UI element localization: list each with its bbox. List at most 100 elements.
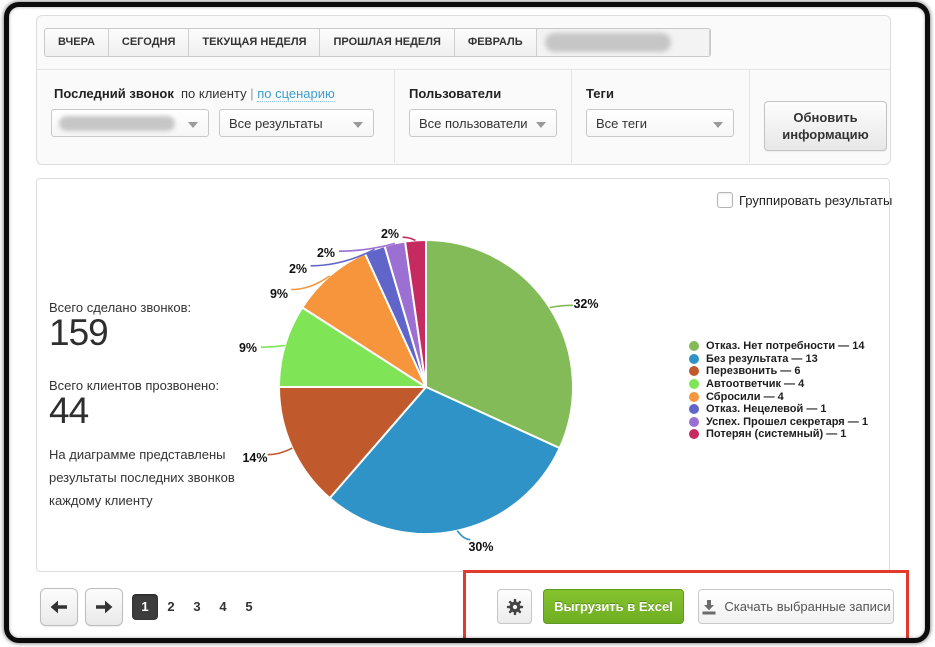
legend-label: Без результата — 13 [706, 352, 818, 365]
refresh-info-button[interactable]: Обновить информацию [764, 101, 887, 151]
pie-percent-label: 2% [289, 262, 307, 276]
chevron-down-icon [713, 122, 723, 128]
pie-label-leader-line [291, 275, 331, 291]
tab-1[interactable]: ВЧЕРА [45, 29, 109, 56]
users-select[interactable]: Все пользователи [409, 109, 557, 137]
legend-item-7: Успех. Прошел секретаря — 1 [689, 416, 868, 429]
pie-percent-label: 32% [573, 297, 598, 311]
tags-select-value: Все теги [596, 116, 648, 131]
chevron-down-icon [536, 122, 546, 128]
legend-dot-icon [689, 429, 699, 440]
chart-legend: Отказ. Нет потребности — 14 Без результат… [689, 340, 868, 441]
filters-container: ВЧЕРА СЕГОДНЯ ТЕКУЩАЯ НЕДЕЛЯ ПРОШЛАЯ НЕДЕЛЯ… [36, 15, 891, 165]
tags-select[interactable]: Все теги [586, 109, 734, 137]
legend-dot-icon [689, 404, 699, 415]
tab-5[interactable]: ФЕВРАЛЬ [454, 29, 537, 56]
results-select-value: Все результаты [229, 116, 323, 131]
mode-separator: | [250, 86, 254, 101]
legend-label: Успех. Прошел секретаря — 1 [706, 415, 868, 428]
pie-label-leader-line [456, 530, 471, 541]
divider [37, 69, 890, 70]
legend-label: Потерян (системный) — 1 [706, 428, 847, 441]
export-excel-button[interactable]: Выгрузить в Excel [543, 589, 684, 624]
tab-redacted[interactable] [536, 29, 710, 56]
pie-percent-label: 14% [242, 451, 267, 465]
total-calls-value: 159 [49, 312, 109, 353]
page-5[interactable]: 5 [245, 599, 253, 614]
tabs-bar: ВЧЕРА СЕГОДНЯ ТЕКУЩАЯ НЕДЕЛЯ ПРОШЛАЯ НЕДЕЛЯ… [44, 28, 711, 57]
pie-label-leader-line [338, 242, 396, 252]
users-select-value: Все пользователи [419, 116, 528, 131]
tab-3[interactable]: ТЕКУЩАЯ НЕДЕЛЯ [189, 29, 321, 56]
pie-percent-label: 2% [381, 227, 399, 241]
results-select[interactable]: Все результаты [219, 109, 374, 137]
page-2[interactable]: 2 [167, 599, 175, 614]
chevron-down-icon [188, 122, 198, 128]
tags-title: Теги [586, 86, 614, 101]
mode-by-scenario-link[interactable]: по сценарию [257, 86, 335, 102]
users-title: Пользователи [409, 86, 502, 101]
legend-label: Перезвонить — 6 [706, 365, 801, 378]
legend-dot-icon [689, 416, 699, 427]
divider [394, 70, 395, 163]
total-clients-value: 44 [49, 390, 89, 431]
legend-item-1: Отказ. Нет потребности — 14 [689, 340, 868, 353]
pie-percent-label: 30% [468, 540, 493, 554]
prev-page-button[interactable] [40, 588, 78, 626]
pie-label-leader-line [260, 344, 286, 348]
divider [571, 70, 572, 163]
checkbox-icon[interactable] [717, 192, 733, 208]
mode-by-client[interactable]: по клиенту [181, 86, 247, 101]
pie-percent-label: 9% [239, 341, 257, 355]
legend-item-5: Сбросили — 4 [689, 390, 868, 403]
settings-button[interactable] [497, 589, 532, 624]
next-page-button[interactable] [85, 588, 123, 626]
pie-percent-label: 2% [317, 246, 335, 260]
pie-label-leader-line [549, 304, 574, 309]
last-call-mode: по клиенту | по сценарию [181, 86, 335, 102]
legend-item-3: Перезвонить — 6 [689, 365, 868, 378]
legend-dot-icon [689, 391, 699, 402]
pie-chart-svg: 32%30%14%9%9%2%2%2% [239, 227, 599, 554]
redacted-select-value-blur [59, 116, 175, 131]
pie-slice-1[interactable] [425, 239, 574, 450]
legend-label: Отказ. Нет потребности — 14 [706, 340, 865, 353]
chevron-down-icon [353, 122, 363, 128]
page-3[interactable]: 3 [193, 599, 201, 614]
pie-chart: 32% 30% 14% 9% 9% 2% 2% 2% [207, 207, 662, 557]
scenario-select[interactable] [51, 109, 209, 137]
legend-item-8: Потерян (системный) — 1 [689, 428, 868, 441]
pie-label-leader-line [310, 248, 375, 267]
tab-4[interactable]: ПРОШЛАЯ НЕДЕЛЯ [320, 29, 455, 56]
legend-label: Автоответчик — 4 [706, 378, 805, 391]
download-records-button[interactable]: Скачать выбранные записи [698, 589, 894, 624]
legend-dot-icon [689, 379, 699, 390]
last-call-title: Последний звонок [54, 86, 174, 101]
pie-slice-8[interactable] [404, 239, 427, 388]
page-4[interactable]: 4 [219, 599, 227, 614]
legend-item-6: Отказ. Нецелевой — 1 [689, 403, 868, 416]
pie-label-leader-line [402, 236, 416, 242]
group-results-checkbox[interactable]: Группировать результаты [717, 192, 892, 208]
pie-slice-4[interactable] [277, 306, 427, 388]
download-icon [702, 599, 716, 614]
redacted-text-blur [544, 33, 671, 52]
pie-slice-3[interactable] [278, 386, 427, 500]
gear-icon [506, 598, 523, 615]
tab-2[interactable]: СЕГОДНЯ [108, 29, 190, 56]
legend-dot-icon [689, 341, 699, 352]
group-results-label: Группировать результаты [739, 192, 893, 208]
pie-percent-label: 9% [270, 287, 288, 301]
page-1[interactable]: 1 [132, 593, 158, 620]
arrow-left-icon [50, 600, 67, 614]
chart-panel: Группировать результаты Всего сделано зв… [36, 178, 892, 572]
arrow-right-icon [96, 600, 113, 614]
legend-item-4: Автоответчик — 4 [689, 378, 868, 391]
legend-label: Отказ. Нецелевой — 1 [706, 403, 827, 416]
total-clients-label: Всего клиентов прозвонено: [49, 378, 220, 393]
divider [749, 70, 750, 163]
download-records-label: Скачать выбранные записи [724, 599, 891, 614]
pie-label-leader-line [267, 447, 293, 456]
